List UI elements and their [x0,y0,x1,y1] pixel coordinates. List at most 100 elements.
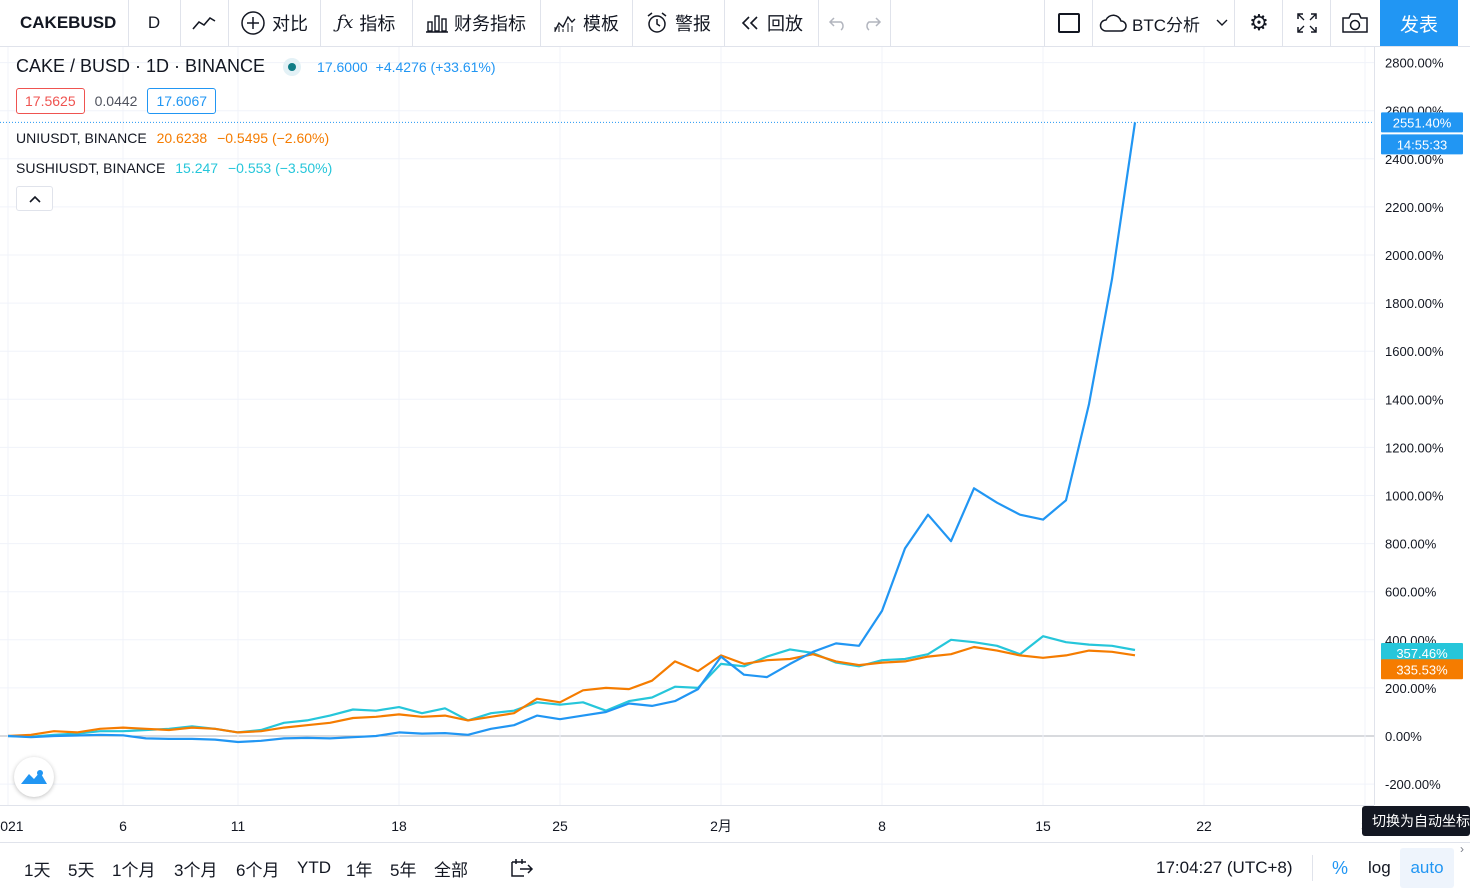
toolbar-divider [540,0,541,46]
indicators-button[interactable]: ƒx 指标 [320,0,412,46]
time-axis[interactable]: 202161118252月815223 [0,805,1374,842]
compare-button[interactable]: 对比 [228,0,320,46]
legend-collapse-button[interactable] [16,186,53,211]
compare-legend-sushi[interactable]: SUSHIUSDT, BINANCE 15.247 −0.553 (−3.50%… [16,160,332,176]
range-button-0[interactable]: 1天 [24,860,51,880]
range-button-2[interactable]: 1个月 [112,860,156,880]
main-series-legend[interactable]: CAKE / BUSD · 1D · BINANCE 17.6000 +4.42… [16,56,496,77]
compare-change: −0.5495 (−2.60%) [217,130,330,146]
range-button-8[interactable]: 全部 [434,860,468,880]
snapshot-button[interactable] [1332,0,1378,46]
range-button-7[interactable]: 5年 [390,860,417,880]
price-tag-main: 2551.40% [1393,115,1452,130]
market-status-icon[interactable] [283,57,302,76]
y-tick-label: 2800.00% [1385,56,1444,71]
price-tag-countdown: 14:55:33 [1397,137,1448,152]
spread-value: 0.0442 [94,93,138,109]
replay-button[interactable]: 回放 [724,0,818,46]
series-line-2[interactable] [7,635,1136,738]
series-line-1[interactable] [7,645,1136,738]
y-tick-label: 2000.00% [1385,248,1444,263]
bottom-divider [1312,855,1313,881]
x-tick-label: 22 [1196,818,1212,834]
toolbar-divider [412,0,413,46]
chart-style-button[interactable] [180,0,228,46]
toolbar-divider [180,0,181,46]
ask-price[interactable]: 17.6067 [147,88,217,114]
layout-button[interactable] [1046,0,1092,46]
undo-button[interactable] [822,0,854,46]
toolbar-divider [818,0,819,46]
compare-symbol: SUSHIUSDT, BINANCE [16,160,166,176]
x-tick-label: 18 [391,818,407,834]
range-button-4[interactable]: 6个月 [236,860,280,880]
alert-button[interactable]: 警报 [632,0,724,46]
settings-button[interactable]: ⚙ [1236,0,1282,46]
tradingview-logo-icon [21,770,47,784]
percent-scale-toggle[interactable]: % [1332,857,1349,878]
x-tick-label: 15 [1035,818,1051,834]
compare-legend-uni[interactable]: UNIUSDT, BINANCE 20.6238 −0.5495 (−2.60%… [16,130,329,146]
alarm-clock-icon [647,12,667,33]
chevron-down-icon [1216,19,1228,26]
interval-label: D [147,13,161,32]
replay-label: 回放 [767,14,803,34]
chevron-right-icon[interactable]: › [1460,842,1464,856]
y-tick-label: 200.00% [1385,681,1437,696]
bottom-toolbar: 1天 5天 1个月 3个月 6个月 YTD 1年 5年 全部 17:04:27 (UTC+8) … [0,842,1470,894]
compare-label: 对比 [272,14,308,34]
financials-button[interactable]: 财务指标 [412,0,540,46]
price-axis-scale[interactable]: -200.00%0.00%200.00%400.00%600.00%800.00… [1375,47,1470,805]
price-tag-uni: 335.53% [1396,662,1448,677]
y-tick-label: 1400.00% [1385,392,1444,407]
price-axis[interactable]: -200.00% 0.00% 200.00% 400.00% 600.00% 800.00… [1374,47,1470,805]
toolbar-divider [1044,0,1045,46]
toolbar-divider [128,0,129,46]
layout-square-icon [1058,13,1080,33]
publish-button[interactable]: 发表 [1380,0,1458,46]
y-tick-label: 1000.00% [1385,489,1444,504]
cloud-icon [1099,14,1127,32]
interval-button[interactable]: D [128,0,180,46]
chart-pane[interactable] [0,47,1374,805]
redo-button[interactable] [856,0,888,46]
indicators-label: 指标 [359,14,396,34]
saved-layout-button[interactable]: BTC分析 [1092,0,1234,46]
toolbar-divider [632,0,633,46]
symbol-search-button[interactable]: CAKEBUSD [0,0,128,46]
tradingview-logo-button[interactable] [14,757,54,797]
templates-button[interactable]: 模板 [540,0,632,46]
toolbar-divider [724,0,725,46]
gear-icon: ⚙ [1249,10,1269,35]
time-axis-scale[interactable]: 202161118252月815223 [0,806,1374,843]
main-series-last: 17.6000 [317,58,368,75]
compare-change: −0.553 (−3.50%) [227,160,333,176]
compare-value: 20.6238 [156,130,208,146]
plus-circle-icon [241,11,265,35]
bid-price[interactable]: 17.5625 [16,88,85,114]
toolbar-divider [1092,0,1093,46]
log-scale-toggle[interactable]: log [1368,858,1391,877]
auto-scale-toggle[interactable]: auto [1400,848,1454,888]
toolbar-divider [1330,0,1331,46]
fullscreen-button[interactable] [1284,0,1330,46]
bar-chart-icon [426,15,448,33]
main-series-title: CAKE / BUSD · 1D · BINANCE [16,56,266,76]
camera-icon [1342,13,1368,33]
range-button-1[interactable]: 5天 [68,860,95,880]
top-toolbar: CAKEBUSD D 对比 ƒx 指标 财务指标 模板 警报 回放 [0,0,1470,47]
range-button-6[interactable]: 1年 [346,860,373,880]
templates-label: 模板 [583,14,619,34]
y-tick-label: 600.00% [1385,585,1437,600]
bid-ask-row: 17.5625 0.0442 17.6067 [16,88,217,114]
toolbar-divider [320,0,321,46]
toolbar-divider [1282,0,1283,46]
range-button-3[interactable]: 3个月 [174,860,218,880]
goto-date-button[interactable] [510,853,534,883]
chart-plot[interactable] [0,47,1374,805]
range-button-5[interactable]: YTD [297,858,331,877]
y-tick-label: 800.00% [1385,537,1437,552]
timezone-clock[interactable]: 17:04:27 (UTC+8) [1156,858,1293,877]
series-line-0[interactable] [7,122,1137,744]
templates-icon [554,15,576,32]
